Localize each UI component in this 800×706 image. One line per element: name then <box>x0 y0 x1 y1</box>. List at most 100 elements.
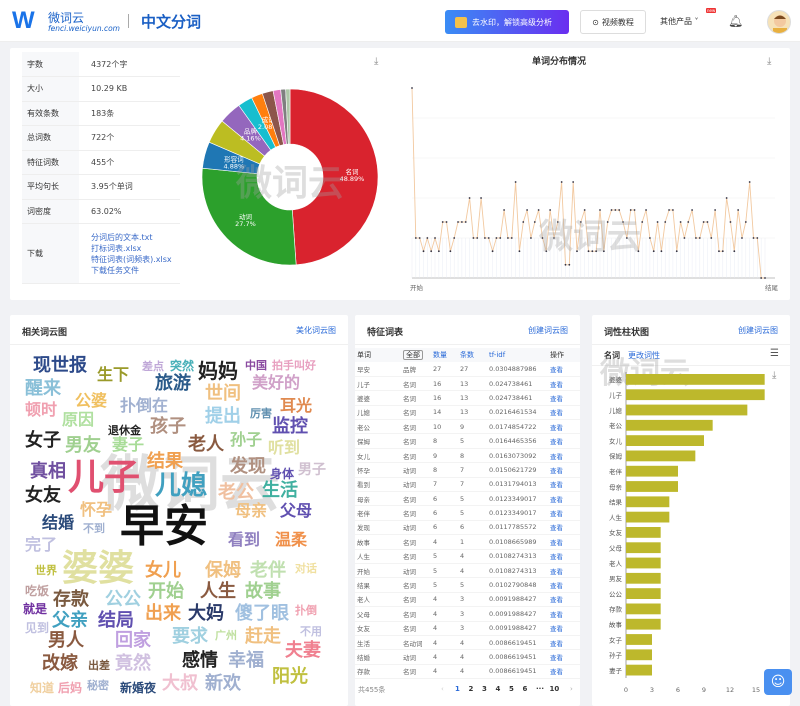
data-point[interactable] <box>514 181 517 183</box>
data-point[interactable] <box>510 237 513 239</box>
cloud-word[interactable]: 对话 <box>295 562 317 575</box>
view-link[interactable]: 查看 <box>548 477 580 493</box>
cloud-word[interactable]: 回家 <box>115 630 151 651</box>
cloud-word[interactable]: 出来 <box>145 603 181 624</box>
cloud-word[interactable]: 厉害 <box>250 407 272 420</box>
cloud-word[interactable]: 怀孕 <box>80 500 113 519</box>
cloud-word[interactable]: 结婚 <box>42 513 75 532</box>
data-point[interactable] <box>564 263 567 266</box>
view-link[interactable]: 查看 <box>548 592 580 608</box>
data-point[interactable] <box>595 250 598 253</box>
data-point[interactable] <box>503 209 505 211</box>
cloud-word[interactable]: 大妈 <box>188 603 224 624</box>
cloud-word[interactable]: 开始 <box>148 581 184 602</box>
data-point[interactable] <box>572 181 575 183</box>
cloud-word[interactable]: 改嫁 <box>42 653 78 674</box>
data-point[interactable] <box>507 237 509 239</box>
data-point[interactable] <box>411 87 413 89</box>
data-point[interactable] <box>606 221 609 223</box>
cloud-word[interactable]: 吃饭 <box>25 584 50 598</box>
view-link[interactable]: 查看 <box>548 649 580 665</box>
view-link[interactable]: 查看 <box>548 433 580 449</box>
cloud-word[interactable]: 人生 <box>200 581 236 602</box>
data-point[interactable] <box>760 277 763 279</box>
cloud-word[interactable]: 妈妈 <box>198 359 238 383</box>
data-point[interactable] <box>637 250 640 253</box>
view-link[interactable]: 查看 <box>548 448 580 464</box>
video-tutorial-button[interactable]: ⊙ 视频教程 <box>580 10 646 34</box>
data-point[interactable] <box>675 250 678 253</box>
data-point[interactable] <box>472 237 475 239</box>
data-point[interactable] <box>499 237 502 239</box>
data-point[interactable] <box>495 237 498 239</box>
data-point[interactable] <box>426 237 429 239</box>
data-point[interactable] <box>599 209 601 211</box>
data-point[interactable] <box>706 221 709 223</box>
cloud-word[interactable]: 旅游 <box>155 373 191 394</box>
data-point[interactable] <box>434 237 436 239</box>
download-icon[interactable]: ⤓ <box>772 370 777 381</box>
data-point[interactable] <box>721 250 724 253</box>
cloud-word[interactable]: 不用 <box>300 625 322 638</box>
bar[interactable] <box>626 419 713 431</box>
cloud-word[interactable]: 老伴 <box>250 560 286 581</box>
cloud-word[interactable]: 秘密 <box>87 679 109 692</box>
cloud-word[interactable]: 醒来 <box>25 378 61 399</box>
bell-icon[interactable]: 🔔︎ <box>728 14 744 28</box>
cloud-word[interactable]: 差点 <box>142 360 164 373</box>
bar[interactable] <box>626 374 765 385</box>
cloud-word[interactable]: 中国 <box>245 359 267 372</box>
cloud-word[interactable]: 幸福 <box>228 650 264 671</box>
next-page-button[interactable]: › <box>570 685 573 693</box>
cloud-word[interactable]: 广州 <box>215 629 237 642</box>
data-point[interactable] <box>702 221 705 223</box>
cloud-word[interactable]: 父母 <box>280 501 313 520</box>
view-link[interactable]: 查看 <box>548 462 580 478</box>
view-link[interactable]: 查看 <box>548 577 580 593</box>
customer-service-button[interactable]: ☺ <box>764 669 792 695</box>
data-point[interactable] <box>664 221 667 223</box>
col-count-sort[interactable]: 数量 <box>433 351 447 359</box>
data-point[interactable] <box>556 221 559 223</box>
data-point[interactable] <box>679 221 682 223</box>
cloud-word[interactable]: 新婚夜 <box>120 681 157 695</box>
cloud-word[interactable]: 就是 <box>23 602 48 616</box>
cloud-word[interactable]: 生活 <box>262 480 298 501</box>
data-point[interactable] <box>725 197 728 199</box>
col-entries-sort[interactable]: 条数 <box>460 351 474 359</box>
cloud-word[interactable]: 傻了眼 <box>235 603 289 624</box>
page-button[interactable]: 5 <box>509 685 514 693</box>
data-point[interactable] <box>587 250 590 253</box>
cloud-word[interactable]: 监控 <box>272 416 308 437</box>
other-products-menu[interactable]: 其他产品 ˅ <box>660 16 699 27</box>
cloud-word[interactable]: 夫妻 <box>285 640 321 661</box>
cloud-word[interactable]: 公婆 <box>75 391 108 410</box>
data-point[interactable] <box>629 209 632 211</box>
cloud-word[interactable]: 后妈 <box>58 681 83 695</box>
data-point[interactable] <box>491 250 494 253</box>
download-link[interactable]: 打标词表.xlsx <box>91 243 142 253</box>
unlock-advanced-button[interactable]: 去水印，解锁高级分析 <box>445 10 569 34</box>
cloud-word[interactable]: 感情 <box>182 650 218 671</box>
data-point[interactable] <box>618 209 621 211</box>
download-icon[interactable]: ⤓ <box>374 56 379 67</box>
data-point[interactable] <box>549 209 552 211</box>
bar[interactable] <box>626 465 678 477</box>
cloud-word[interactable]: 出差 <box>88 659 110 672</box>
bar[interactable] <box>626 634 652 645</box>
create-wordcloud-link[interactable]: 创建词云图 <box>738 326 778 335</box>
cloud-word[interactable]: 耳光 <box>280 396 313 415</box>
cloud-word[interactable]: 顿时 <box>25 400 58 419</box>
cloud-word[interactable]: 女友 <box>25 485 61 506</box>
download-link[interactable]: 特征词表(词频表).xlsx <box>91 254 172 264</box>
data-point[interactable] <box>691 209 693 211</box>
data-point[interactable] <box>530 237 532 239</box>
page-button[interactable]: 3 <box>482 685 487 693</box>
pie-slice[interactable] <box>201 167 297 266</box>
data-point[interactable] <box>683 237 686 239</box>
data-point[interactable] <box>748 181 751 183</box>
cloud-word[interactable]: 温柔 <box>275 530 308 549</box>
download-link[interactable]: 分词后的文本.txt <box>91 232 153 242</box>
settings-sliders-icon[interactable]: ☰ <box>770 348 779 359</box>
bar[interactable] <box>626 404 748 416</box>
